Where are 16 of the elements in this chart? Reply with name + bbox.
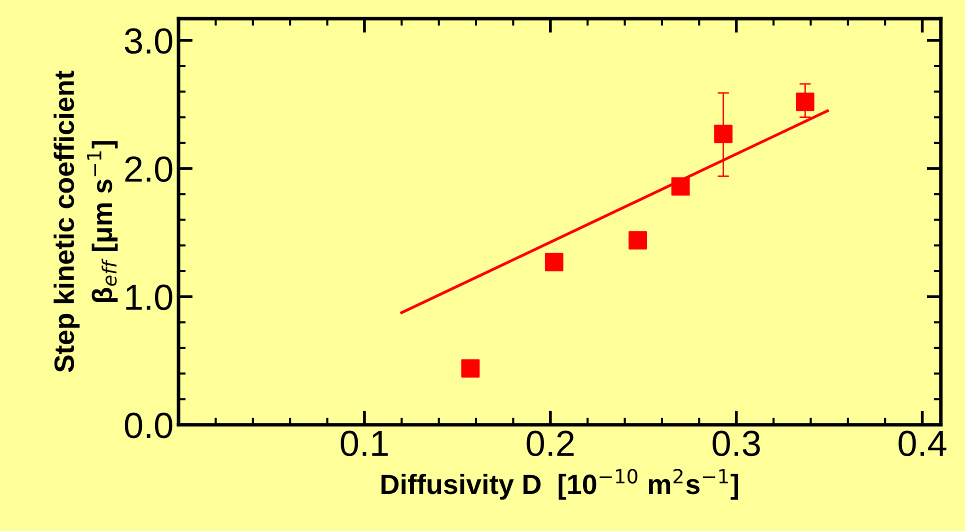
point <box>796 92 814 112</box>
x-tick-label: 0.4 <box>898 430 946 456</box>
x-tick-label: 0.1 <box>340 430 388 456</box>
y-tick-label: 3.0 <box>124 28 172 54</box>
y-axis-title: Step kinetic coefficient β$_{eff}$ [μm s$^{−1}$] <box>54 70 118 372</box>
point <box>544 252 564 272</box>
y-tick-label: 0.0 <box>124 412 172 438</box>
x-tick-label: 0.3 <box>712 430 760 456</box>
point <box>628 231 647 250</box>
x-tick-label: 0.2 <box>526 430 574 456</box>
point <box>714 124 733 144</box>
point <box>461 359 480 378</box>
y-tick-label: 1.0 <box>126 284 172 310</box>
x-axis-title: Diffusivity D [10$^{−10}$ m$^{2}$s$^{−1}$] <box>382 468 738 500</box>
point <box>671 177 690 196</box>
y-tick-label: 2.0 <box>125 156 172 182</box>
